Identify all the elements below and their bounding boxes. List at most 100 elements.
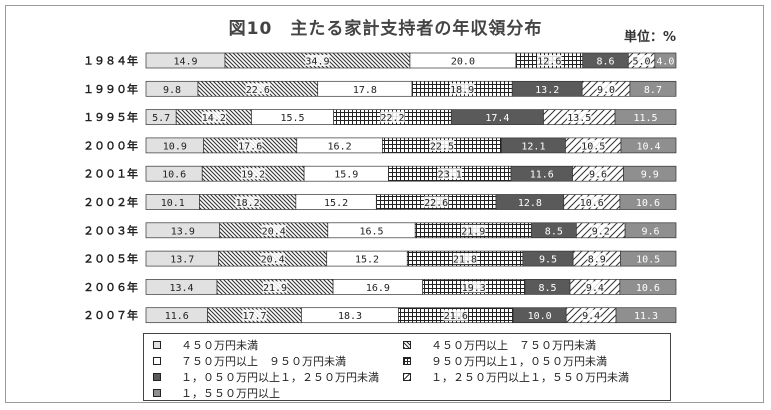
data-label-background xyxy=(235,196,260,208)
data-label-background xyxy=(461,281,486,293)
data-label: 10.6 xyxy=(636,198,660,209)
data-label: 8.7 xyxy=(644,85,662,96)
data-label-background xyxy=(461,224,486,236)
data-label: 8.5 xyxy=(545,226,563,237)
legend-swatch xyxy=(403,341,411,349)
data-label: 13.9 xyxy=(171,226,195,237)
data-label-background xyxy=(260,253,285,265)
data-label: 13.5 xyxy=(567,113,591,124)
legend-label: ９５０万円以上１，０５０万円未満 xyxy=(431,355,607,368)
data-label: 16.2 xyxy=(328,141,352,152)
data-label: 16.9 xyxy=(366,283,390,294)
data-label-background xyxy=(579,196,605,208)
data-label-background xyxy=(380,111,405,123)
data-label-background xyxy=(567,111,592,123)
legend-label: １，２５０万円以上１，５５０万円未満 xyxy=(431,371,629,384)
data-label: 34.9 xyxy=(305,57,329,68)
legend-swatch xyxy=(153,341,161,349)
data-label-background xyxy=(588,168,608,180)
category-label: ２００２年 xyxy=(83,195,138,209)
legend-item: １，０５０万円以上１，２５０万円未満 xyxy=(153,369,379,385)
stacked-bar-chart: １９８４年 14.9 34.9 20.0 12.6 8.6 5.0 4.0 １９９０年 9.8 22… xyxy=(83,52,677,324)
data-label: 10.0 xyxy=(528,311,552,322)
data-label: 10.6 xyxy=(636,283,660,294)
data-label: 12.6 xyxy=(537,57,561,68)
data-label: 20.4 xyxy=(262,226,286,237)
legend-item: ９５０万円以上１，０５０万円未満 xyxy=(403,353,607,369)
data-label: 15.5 xyxy=(280,113,304,124)
data-label: 17.4 xyxy=(485,113,509,124)
data-label: 15.2 xyxy=(355,255,379,266)
data-label-background xyxy=(585,281,605,293)
bar-segment xyxy=(629,80,677,97)
bar-segment xyxy=(654,52,677,69)
data-label: 13.7 xyxy=(170,255,194,266)
data-label: 18.9 xyxy=(450,85,474,96)
category-label: １９９０年 xyxy=(83,82,138,96)
data-label: 19.3 xyxy=(462,283,486,294)
data-label: 11.6 xyxy=(530,170,554,181)
data-label: 21.9 xyxy=(263,283,287,294)
data-label: 9.9 xyxy=(641,170,659,181)
data-label: 10.9 xyxy=(163,141,187,152)
data-label-background xyxy=(632,55,651,66)
data-label: 21.8 xyxy=(453,255,477,266)
data-label-background xyxy=(581,139,606,151)
data-label-background xyxy=(452,253,478,265)
data-label-background xyxy=(305,55,330,66)
category-label: １９９５年 xyxy=(83,110,138,124)
data-label-background xyxy=(240,168,266,180)
data-label: 23.1 xyxy=(438,170,462,181)
data-label: 13.4 xyxy=(169,283,193,294)
data-label-background xyxy=(201,111,227,123)
data-label: 9.4 xyxy=(586,283,604,294)
data-label: 9.0 xyxy=(597,85,615,96)
data-label: 10.5 xyxy=(581,141,605,152)
category-label: １９８４年 xyxy=(83,54,138,68)
data-label: 12.8 xyxy=(518,198,542,209)
data-label: 4.0 xyxy=(656,57,674,68)
data-label: 20.4 xyxy=(261,255,285,266)
data-label: 22.6 xyxy=(424,198,448,209)
data-label-background xyxy=(245,83,271,95)
bar-segment xyxy=(619,194,677,210)
data-label: 10.5 xyxy=(636,255,660,266)
legend-swatch xyxy=(153,373,161,381)
data-label: 10.6 xyxy=(162,170,186,181)
legend-label: １，５５０万円以上 xyxy=(181,387,280,400)
data-label: 8.6 xyxy=(596,57,614,68)
bar-segment xyxy=(619,279,677,295)
data-label: 17.6 xyxy=(238,141,262,152)
category-label: ２００５年 xyxy=(83,252,138,266)
legend-label: ４５０万円未満 xyxy=(181,339,258,352)
legend-swatch xyxy=(403,357,411,365)
data-label: 9.6 xyxy=(589,170,607,181)
legend-item: ７５０万円以上 ９５０万円未満 xyxy=(153,353,346,369)
data-label: 21.6 xyxy=(444,311,468,322)
data-label: 22.2 xyxy=(380,113,404,124)
unit-label: 単位：% xyxy=(624,30,677,45)
category-label: ２００６年 xyxy=(83,280,138,294)
data-label: 15.9 xyxy=(334,170,358,181)
legend: ４５０万円未満 ４５０万円以上 ７５０万円未満 ７５０万円以上 ９５０万円未満 ９５０… xyxy=(143,333,671,401)
bar-segment xyxy=(624,222,677,239)
data-label: 9.8 xyxy=(163,85,181,96)
data-label-background xyxy=(238,139,263,151)
data-label: 17.7 xyxy=(242,311,266,322)
data-label: 17.8 xyxy=(353,85,377,96)
data-label: 14.9 xyxy=(173,57,197,68)
data-label: 8.5 xyxy=(538,283,556,294)
data-label-background xyxy=(423,196,449,208)
legend-item: ４５０万円以上 ７５０万円未満 xyxy=(403,337,596,353)
bar-segment xyxy=(614,109,677,125)
data-label: 21.9 xyxy=(461,226,485,237)
data-label: 11.5 xyxy=(633,113,657,124)
chart-title: 図10 主たる家計支持者の年収領分布 xyxy=(228,19,543,39)
data-label: 18.3 xyxy=(338,311,362,322)
data-label: 5.7 xyxy=(152,113,170,124)
data-label: 19.2 xyxy=(241,170,265,181)
data-label: 20.0 xyxy=(451,57,475,68)
data-label: 5.0 xyxy=(633,57,651,68)
legend-swatch xyxy=(403,373,411,381)
legend-label: ４５０万円以上 ７５０万円未満 xyxy=(431,339,596,352)
